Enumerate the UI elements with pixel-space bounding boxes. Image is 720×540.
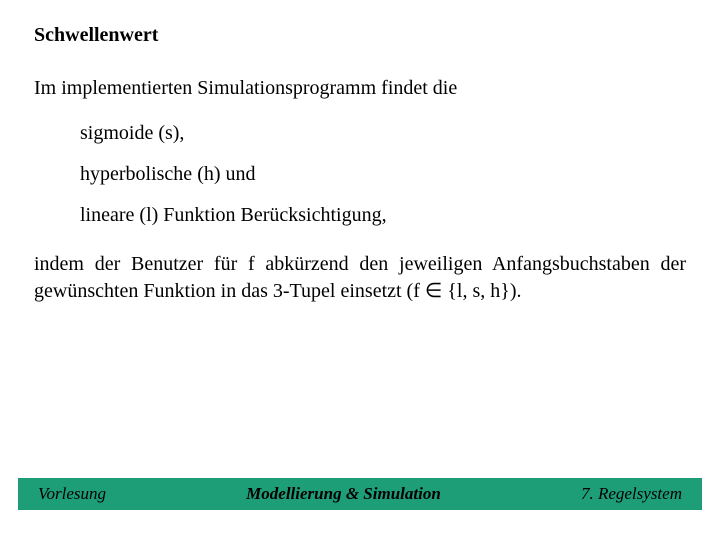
- list-item: lineare (l) Funktion Berücksichtigung,: [80, 204, 686, 227]
- slide-page: Schwellenwert Im implementierten Simulat…: [0, 0, 720, 540]
- function-list: sigmoide (s), hyperbolische (h) und line…: [80, 122, 686, 227]
- intro-line: Im implementierten Simulationsprogramm f…: [34, 77, 686, 100]
- page-title: Schwellenwert: [34, 24, 686, 47]
- footer-left: Vorlesung: [38, 484, 106, 504]
- slide-footer: Vorlesung Modellierung & Simulation 7. R…: [18, 478, 702, 510]
- footer-right: 7. Regelsystem: [581, 484, 682, 504]
- footer-center: Modellierung & Simulation: [246, 484, 441, 504]
- list-item: hyperbolische (h) und: [80, 163, 686, 186]
- body-paragraph: indem der Benutzer für f abkürzend den j…: [34, 251, 686, 305]
- list-item: sigmoide (s),: [80, 122, 686, 145]
